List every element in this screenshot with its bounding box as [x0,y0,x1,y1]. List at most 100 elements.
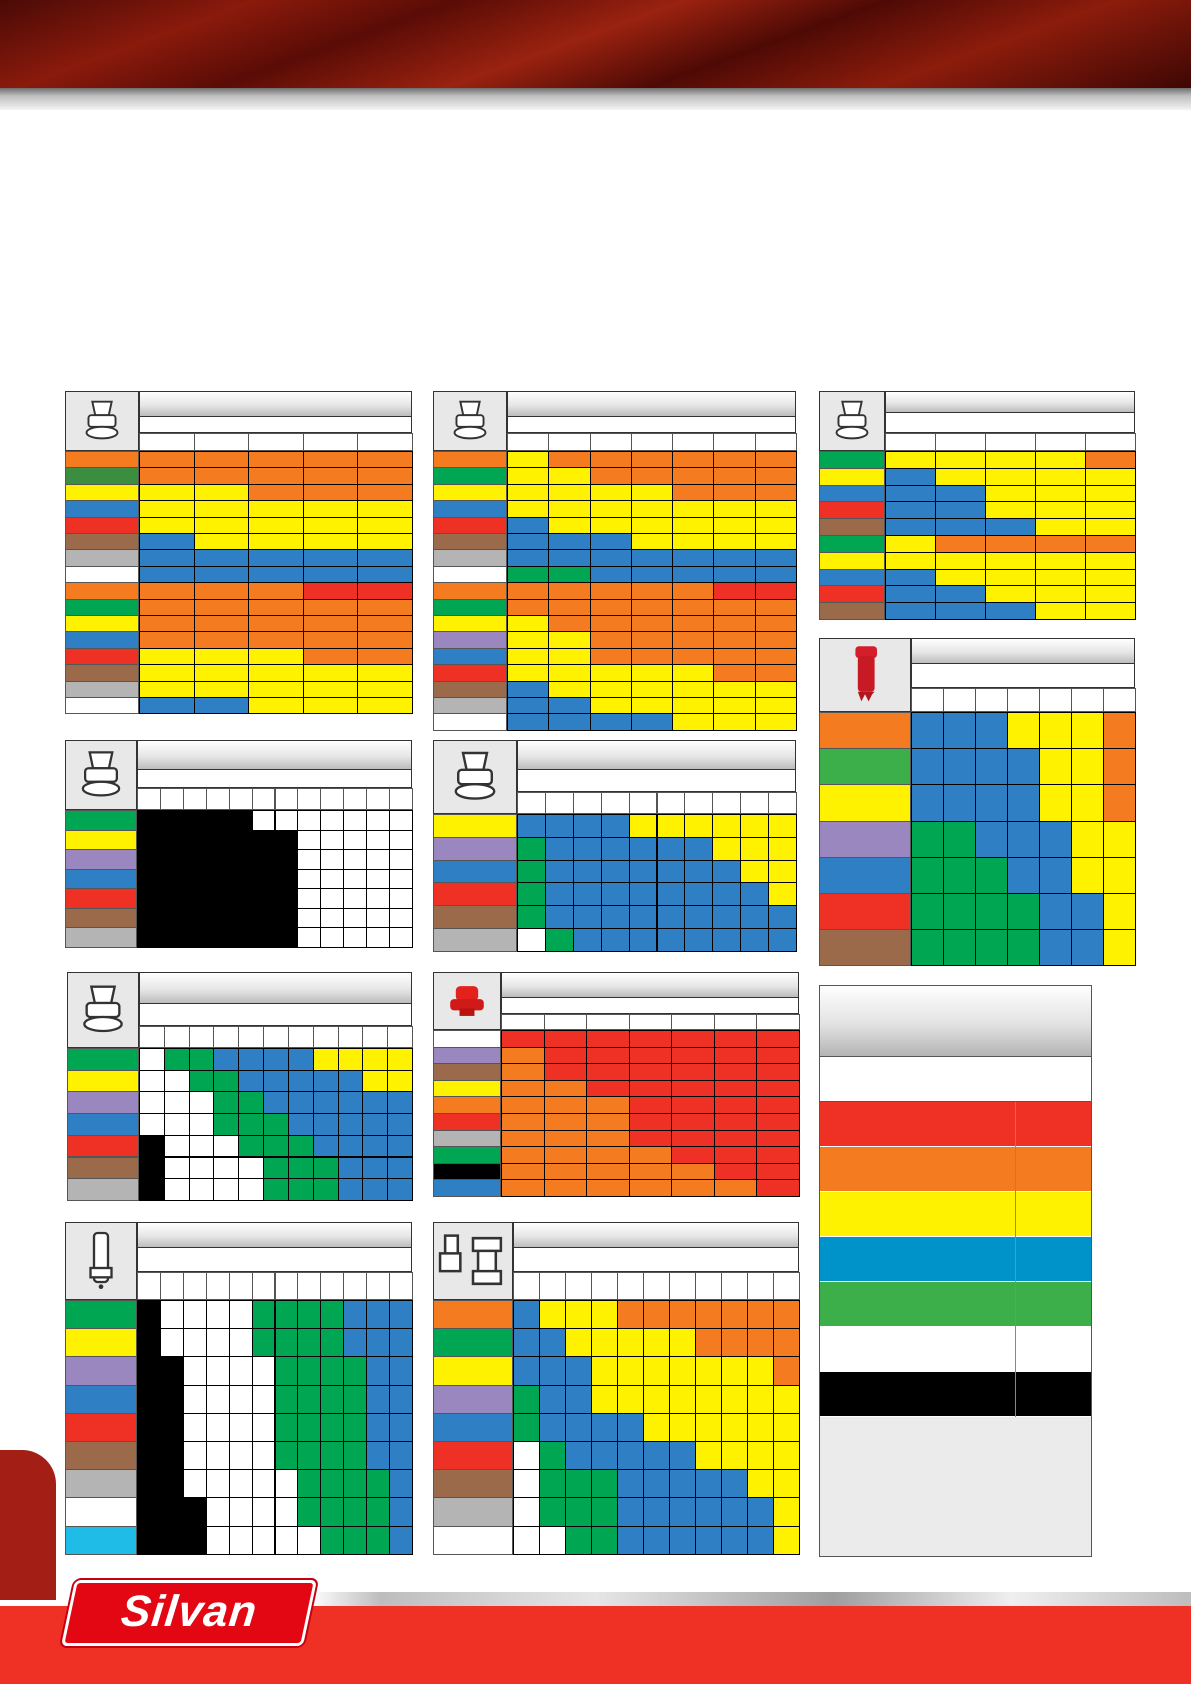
nozzle-size-swatch [65,451,139,469]
droplet-class-cell [251,888,276,909]
droplet-class-cell [669,1356,696,1386]
droplet-class-cell [163,1091,190,1115]
droplet-class-cell [517,928,546,952]
droplet-class-cell [366,868,391,889]
droplet-class-cell [320,849,345,870]
droplet-class-cell [287,1113,314,1136]
droplet-class-cell [159,907,184,928]
droplet-class-cell [754,713,797,731]
droplet-class-cell [387,1113,413,1136]
droplet-class-cell [389,1441,413,1471]
droplet-class-cell [539,1412,566,1442]
nozzle-size-swatch [65,533,139,551]
droplet-class-cell [1085,602,1136,620]
droplet-class-cell [1071,748,1104,786]
pressure-header-cell [669,1272,696,1300]
droplet-class-cell [586,1179,630,1197]
nozzle-size-swatch [433,1179,501,1197]
legend-swatch-divider [1015,1192,1016,1237]
droplet-class-cell [684,882,714,907]
droplet-class-cell [357,582,413,600]
nozzle-size-swatch [65,1525,137,1555]
droplet-class-cell [713,680,756,698]
droplet-class-cell [548,451,591,469]
droplet-class-cell [501,1079,545,1098]
droplet-class-cell [366,1412,391,1442]
nozzle-size-swatch [433,1328,513,1358]
pressure-header-cell [935,433,986,451]
droplet-class-cell [139,1113,165,1136]
nozzle-size-swatch [65,565,139,584]
droplet-class-cell [137,1469,161,1499]
droplet-class-cell [297,1441,322,1471]
droplet-class-cell [768,928,797,952]
droplet-class-cell [539,1441,566,1471]
droplet-class-cell [251,1300,276,1330]
droplet-class-cell [228,1356,253,1386]
droplet-class-cell [343,1328,368,1358]
droplet-class-cell [159,1497,184,1527]
nozzle-size-swatch [65,582,139,600]
droplet-class-cell [193,549,250,567]
droplet-class-cell [389,1300,413,1330]
droplet-class-cell [617,1469,644,1499]
droplet-class-cell [1103,748,1136,786]
droplet-class-cell [320,1412,345,1442]
droplet-class-cell [754,664,797,682]
droplet-class-cell [163,1134,190,1158]
droplet-class-cell [357,631,413,649]
nozzle-size-swatch [433,905,517,929]
droplet-class-cell [539,1328,566,1358]
nozzle-size-swatch [819,585,885,604]
droplet-class-cell [188,1113,215,1136]
brand-logo[interactable]: Silvan [60,1580,318,1646]
droplet-class-cell [565,1384,592,1414]
droplet-class-cell [548,516,591,534]
droplet-class-cell [935,551,986,570]
droplet-class-cell [589,598,632,616]
droplet-class-cell [591,1300,618,1330]
droplet-class-cell [193,631,250,649]
droplet-class-cell [297,1469,322,1499]
nozzle-size-swatch [433,1146,501,1164]
droplet-class-cell [589,631,632,649]
droplet-class-cell [721,1384,748,1414]
droplet-class-cell [205,907,230,928]
droplet-class-cell [188,1156,215,1180]
droplet-class-cell [297,1412,322,1442]
nozzle-size-swatch [433,1441,513,1471]
droplet-class-cell [713,549,756,567]
droplet-class-cell [193,500,250,518]
droplet-class-cell [721,1469,748,1499]
pressure-header-cell [297,788,322,810]
droplet-class-cell [389,1525,413,1555]
pressure-header-cell [517,792,546,814]
droplet-class-cell [139,483,195,502]
droplet-class-cell [943,856,976,894]
droplet-class-cell [251,810,276,831]
droplet-class-cell [985,467,1036,486]
droplet-class-cell [251,1441,276,1471]
nozzle-chart-t10 [433,1222,800,1555]
pressure-header-cell [159,788,184,810]
droplet-class-cell [302,664,359,682]
page-corner-tab [0,1450,56,1600]
legend-subheader [820,1057,1091,1102]
droplet-class-cell [630,631,674,649]
droplet-class-cell [1071,856,1104,894]
droplet-class-cell [159,829,184,850]
pressure-header-cell [188,1026,215,1048]
droplet-class-cell [756,1162,800,1181]
droplet-class-cell [628,1113,673,1131]
droplet-class-cell [362,1134,389,1158]
droplet-class-cell [205,1525,230,1555]
droplet-class-cell [591,1356,618,1386]
droplet-class-cell [617,1497,644,1527]
droplet-class-cell [589,664,632,682]
nozzle-size-swatch [433,814,517,838]
droplet-class-cell [213,1134,240,1158]
droplet-class-cell [263,1113,289,1136]
droplet-class-cell [713,1146,758,1164]
pressure-header-cell [712,792,742,814]
droplet-class-cell [669,1497,696,1527]
